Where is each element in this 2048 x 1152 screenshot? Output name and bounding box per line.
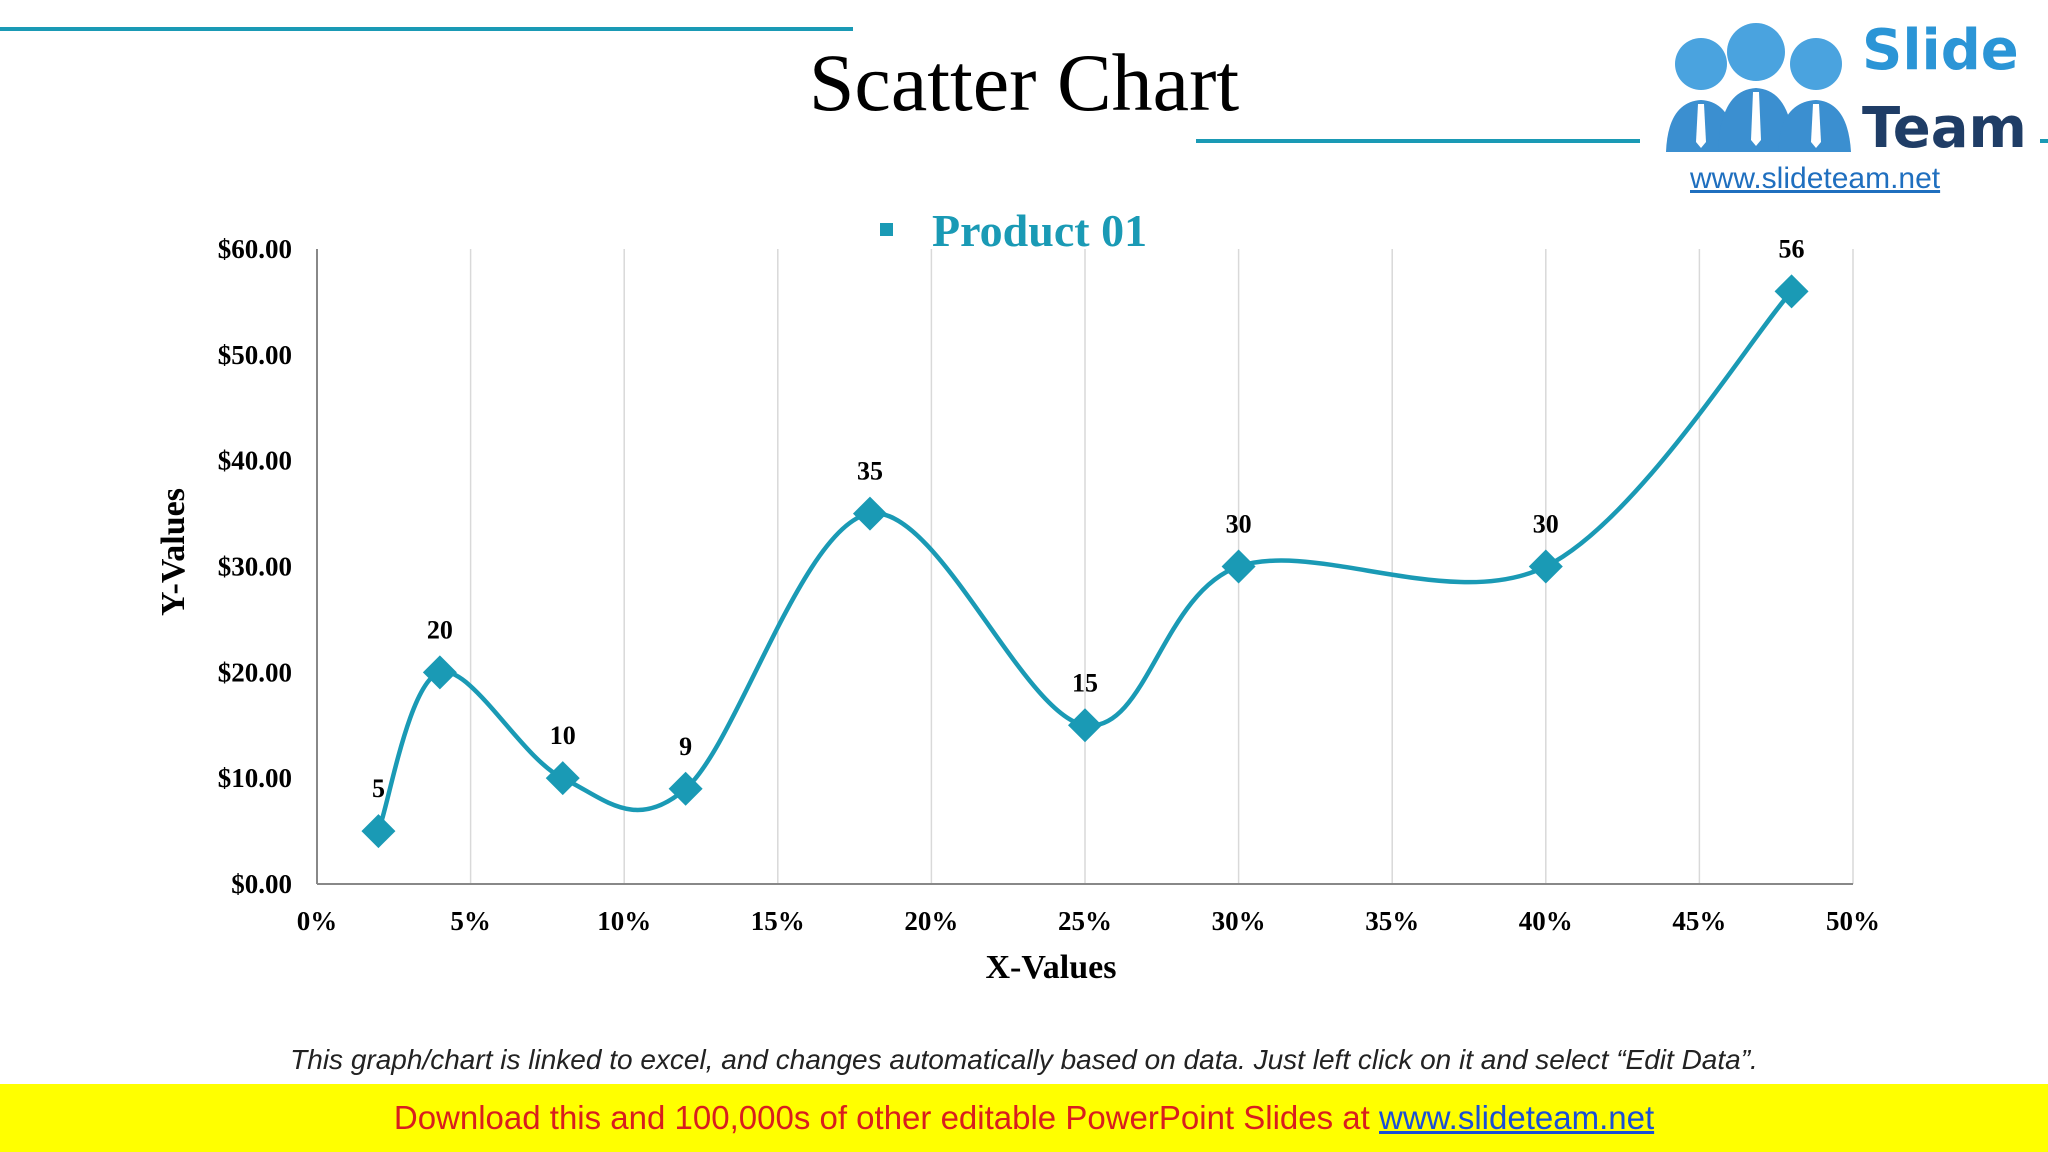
x-tick-label: 35% [1365,906,1419,936]
chart-caption: This graph/chart is linked to excel, and… [290,1044,1758,1075]
title-rule-left [0,27,853,31]
data-label: 10 [550,721,576,750]
download-banner: Download this and 100,000s of other edit… [0,1084,2048,1152]
y-tick-label: $30.00 [218,552,292,582]
data-point-marker[interactable] [361,814,396,849]
data-label: 56 [1779,234,1805,263]
slide-title: Scatter Chart [808,37,1240,128]
data-point-marker[interactable] [1068,708,1102,743]
legend-marker [880,223,893,236]
x-tick-label: 25% [1058,906,1112,936]
data-point-marker[interactable] [422,655,457,690]
data-labels: 5 20 10 9 35 15 30 30 56 [372,234,1805,803]
logo-wordmark-slide: Slide [1862,18,2019,83]
people-logo-icon [1666,23,1851,152]
x-tick-label: 30% [1212,906,1266,936]
data-point-marker[interactable] [1774,274,1809,309]
data-point-marker[interactable] [1221,549,1256,584]
y-tick-labels: $0.00 $10.00 $20.00 $30.00 $40.00 $50.00 $60.0… [218,234,292,899]
data-label: 30 [1533,510,1559,539]
data-point-marker[interactable] [668,771,703,806]
data-label: 9 [679,732,692,761]
series-markers [361,274,1809,849]
x-tick-label: 15% [751,906,805,936]
x-tick-labels: 0% 5% 10% 15% 20% 25% 30% 35% 40% 45% 50% [297,906,1880,936]
data-point-marker[interactable] [545,761,580,796]
logo-url-link[interactable]: www.slideteam.net [1690,162,1941,195]
data-label: 15 [1072,668,1098,697]
legend-entry-product-01[interactable]: Product 01 [932,205,1147,256]
scatter-chart: $0.00 $10.00 $20.00 $30.00 $40.00 $50.00 $60.0… [155,205,1880,986]
data-label: 5 [372,774,385,803]
data-label: 30 [1226,510,1252,539]
y-tick-label: $10.00 [218,763,292,793]
y-axis-title: Y-Values [155,488,192,616]
title-rule-right [1196,139,2048,143]
series-line-product-01 [376,289,1794,832]
x-tick-label: 5% [450,906,491,936]
x-tick-label: 50% [1826,906,1880,936]
y-tick-label: $0.00 [231,869,292,899]
y-tick-label: $40.00 [218,446,292,476]
data-point-marker[interactable] [852,496,887,531]
x-tick-label: 10% [597,906,651,936]
vertical-gridlines [469,249,1854,884]
y-tick-label: $50.00 [218,340,292,370]
x-axis-title: X-Values [986,949,1117,986]
banner-link[interactable]: www.slideteam.net [1379,1099,1655,1136]
banner-text: Download this and 100,000s of other edit… [393,1099,1379,1136]
slideteam-logo[interactable]: Slide Team www.slideteam.net [1640,0,2040,195]
logo-wordmark-team: Team [1862,96,2027,161]
y-tick-label: $60.00 [218,234,292,264]
y-tick-label: $20.00 [218,657,292,687]
x-tick-label: 0% [297,906,338,936]
x-tick-label: 40% [1519,906,1573,936]
x-tick-label: 45% [1672,906,1726,936]
data-label: 35 [857,457,883,486]
data-label: 20 [427,615,453,644]
data-point-marker[interactable] [1528,549,1563,584]
x-tick-label: 20% [904,906,958,936]
